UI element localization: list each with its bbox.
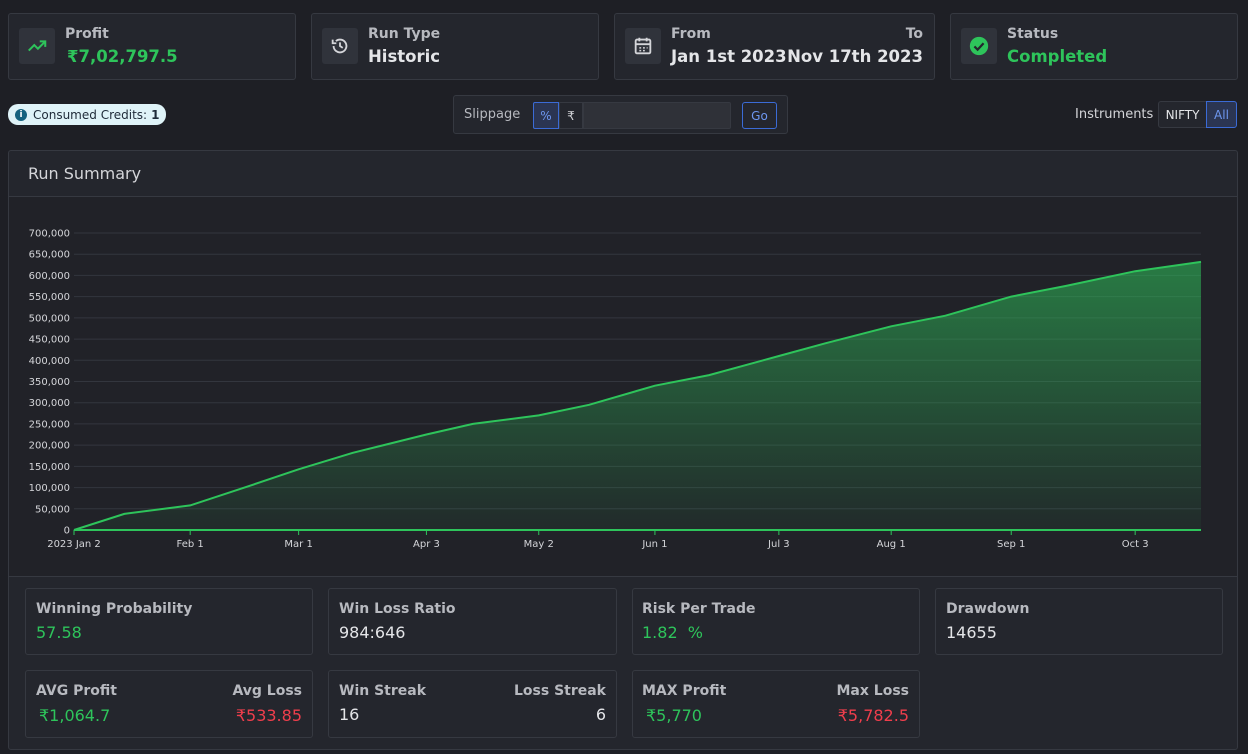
- y-tick-label: 100,000: [29, 483, 70, 494]
- info-icon: i: [15, 108, 27, 121]
- avg-loss-value: ₹533.85: [235, 706, 302, 725]
- y-tick-label: 50,000: [35, 504, 70, 515]
- win-loss-ratio-label: Win Loss Ratio: [339, 601, 456, 617]
- slippage-percent-button[interactable]: %: [533, 102, 559, 129]
- profit-card: Profit ₹7,02,797.5: [8, 13, 296, 80]
- max-loss-value: ₹5,782.5: [837, 706, 909, 725]
- y-tick-label: 550,000: [29, 292, 70, 303]
- instruments-label: Instruments: [1075, 107, 1154, 122]
- check-circle-icon: [961, 28, 997, 64]
- risk-per-trade-label: Risk Per Trade: [642, 601, 756, 617]
- y-tick-label: 500,000: [29, 313, 70, 324]
- loss-streak-value: 6: [595, 705, 606, 724]
- from-label: From: [671, 26, 711, 42]
- equity-chart: 0 50,000 100,000 150,000 200,000 250,000 300,0…: [29, 229, 1202, 550]
- y-tick-label: 250,000: [29, 419, 70, 430]
- slippage-rupee-button[interactable]: ₹: [559, 102, 583, 129]
- run-type-label: Run Type: [368, 26, 441, 42]
- slippage-label: Slippage: [464, 107, 521, 122]
- win-loss-ratio-card: Win Loss Ratio 984:646: [328, 588, 617, 655]
- risk-per-trade-card: Risk Per Trade 1.82 %: [632, 588, 920, 655]
- chart-container: 0 50,000 100,000 150,000 200,000 250,000 300,0…: [9, 197, 1237, 577]
- risk-per-trade-value: 1.82 %: [642, 623, 703, 642]
- win-streak-value: 16: [339, 705, 360, 724]
- go-button[interactable]: Go: [742, 102, 777, 129]
- status-card: Status Completed: [950, 13, 1238, 80]
- x-tick-label: Apr 3: [413, 539, 440, 550]
- streak-card: Win Streak 16 Loss Streak 6: [328, 670, 617, 738]
- credits-label: Consumed Credits:: [33, 107, 148, 122]
- y-tick-label: 350,000: [29, 377, 70, 388]
- y-tick-label: 0: [64, 526, 70, 537]
- x-tick-label: Jun 1: [641, 539, 667, 550]
- win-streak-label: Win Streak: [339, 683, 427, 699]
- equity-line: [73, 260, 1202, 531]
- x-tick-label: May 2: [524, 539, 554, 550]
- avg-profit-loss-card: AVG Profit ₹1,064.7 Avg Loss ₹533.85: [25, 670, 313, 738]
- x-tick-label: Feb 1: [177, 539, 204, 550]
- avg-profit-label: AVG Profit: [36, 683, 117, 699]
- instrument-all-button[interactable]: All: [1206, 101, 1237, 128]
- y-tick-label: 300,000: [29, 398, 70, 409]
- avg-loss-label: Avg Loss: [232, 683, 302, 699]
- from-value: Jan 1st 2023: [671, 47, 787, 66]
- drawdown-card: Drawdown 14655: [935, 588, 1223, 655]
- winning-probability-label: Winning Probability: [36, 601, 193, 617]
- instrument-nifty-button[interactable]: NIFTY: [1158, 101, 1207, 128]
- max-profit-value: ₹5,770: [646, 706, 702, 725]
- loss-streak-label: Loss Streak: [513, 683, 606, 699]
- winning-probability-value: 57.58: [36, 623, 82, 642]
- x-tick-label: Aug 1: [877, 539, 906, 550]
- drawdown-value: 14655: [946, 623, 997, 642]
- avg-profit-value: ₹1,064.7: [39, 706, 111, 725]
- to-value: Nov 17th 2023: [787, 47, 923, 66]
- profit-value: ₹7,02,797.5: [67, 47, 178, 66]
- y-tick-label: 150,000: [29, 462, 70, 473]
- credits-value: 1: [151, 107, 160, 122]
- max-loss-label: Max Loss: [836, 683, 910, 699]
- x-tick-label: Oct 3: [1122, 539, 1149, 550]
- y-tick-label: 450,000: [29, 335, 70, 346]
- y-tick-label: 400,000: [29, 356, 70, 367]
- equity-area: [74, 261, 1201, 530]
- history-icon: [322, 28, 358, 64]
- x-tick-label: Mar 1: [284, 539, 312, 550]
- max-profit-label: MAX Profit: [642, 683, 727, 699]
- run-summary-header: Run Summary: [9, 151, 1237, 197]
- calendar-icon: [625, 28, 661, 64]
- run-type-card: Run Type Historic: [311, 13, 599, 80]
- consumed-credits-badge: i Consumed Credits: 1: [8, 104, 167, 125]
- status-value: Completed: [1007, 47, 1108, 66]
- x-tick-label: 2023 Jan 2: [47, 539, 101, 550]
- x-tick-label: Jul 3: [767, 539, 790, 550]
- slippage-panel: Slippage % ₹ Go: [453, 95, 788, 134]
- drawdown-label: Drawdown: [946, 601, 1030, 617]
- date-range-card: From Jan 1st 2023 To Nov 17th 2023: [614, 13, 935, 80]
- to-label: To: [905, 26, 923, 42]
- y-tick-label: 700,000: [29, 229, 70, 240]
- win-loss-ratio-value: 984:646: [339, 623, 406, 642]
- status-label: Status: [1007, 26, 1059, 42]
- run-summary-panel: Run Summary 0 50,000 100,000 150,000 200,000…: [8, 150, 1238, 750]
- y-tick-label: 200,000: [29, 441, 70, 452]
- run-type-value: Historic: [368, 47, 441, 66]
- y-tick-label: 650,000: [29, 250, 70, 261]
- trending-up-icon: [19, 28, 55, 64]
- profit-label: Profit: [65, 26, 109, 42]
- max-profit-loss-card: MAX Profit ₹5,770 Max Loss ₹5,782.5: [632, 670, 920, 738]
- slippage-input[interactable]: [583, 102, 731, 129]
- x-tick-label: Sep 1: [997, 539, 1025, 550]
- y-tick-label: 600,000: [29, 271, 70, 282]
- run-summary-title: Run Summary: [28, 164, 142, 183]
- winning-probability-card: Winning Probability 57.58: [25, 588, 313, 655]
